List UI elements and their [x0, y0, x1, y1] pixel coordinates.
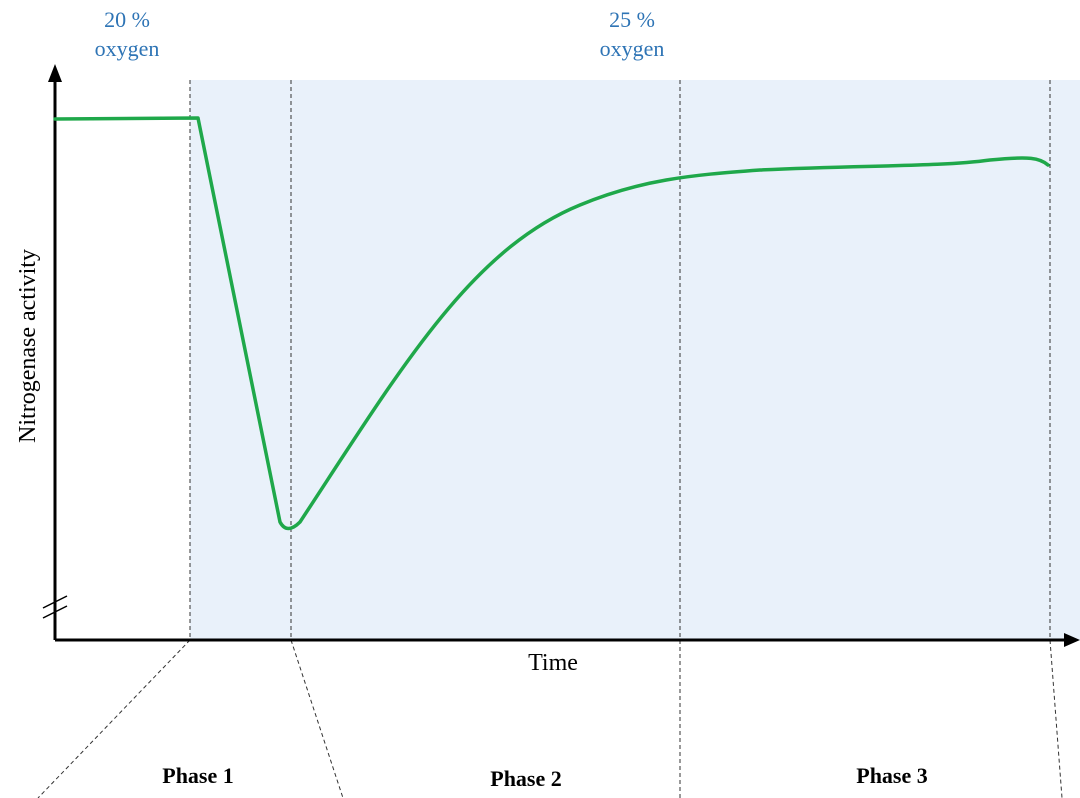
oxygen-start-label: oxygen	[95, 36, 160, 61]
projection-line-phase1-right	[290, 639, 344, 798]
oxygen-shift-percent: 25 %	[609, 7, 655, 32]
oxygen-start-percent: 20 %	[104, 7, 150, 32]
elevated-oxygen-region	[190, 80, 1080, 640]
phase-1-label: Phase 1	[162, 763, 234, 788]
axis-break-mark-upper	[42, 595, 68, 609]
projection-line-phase1-left	[37, 639, 191, 798]
phase-boundaries	[189, 80, 1051, 798]
x-axis-arrowhead	[1064, 633, 1080, 647]
x-axis-label: Time	[528, 650, 578, 676]
y-axis-label: Nitrogenase activity	[15, 249, 41, 443]
y-axis-break	[42, 595, 68, 619]
projection-line-phase3-right	[1049, 639, 1063, 798]
y-axis-arrowhead	[48, 64, 62, 82]
phase-2-label: Phase 2	[490, 766, 562, 791]
oxygen-shift-label: oxygen	[600, 36, 665, 61]
axis-break-mark-lower	[42, 605, 68, 619]
phase-3-label: Phase 3	[856, 763, 928, 788]
phase-projection-lines	[37, 639, 1063, 798]
axes	[53, 78, 1070, 642]
nitrogenase-activity-curve	[53, 116, 1050, 531]
